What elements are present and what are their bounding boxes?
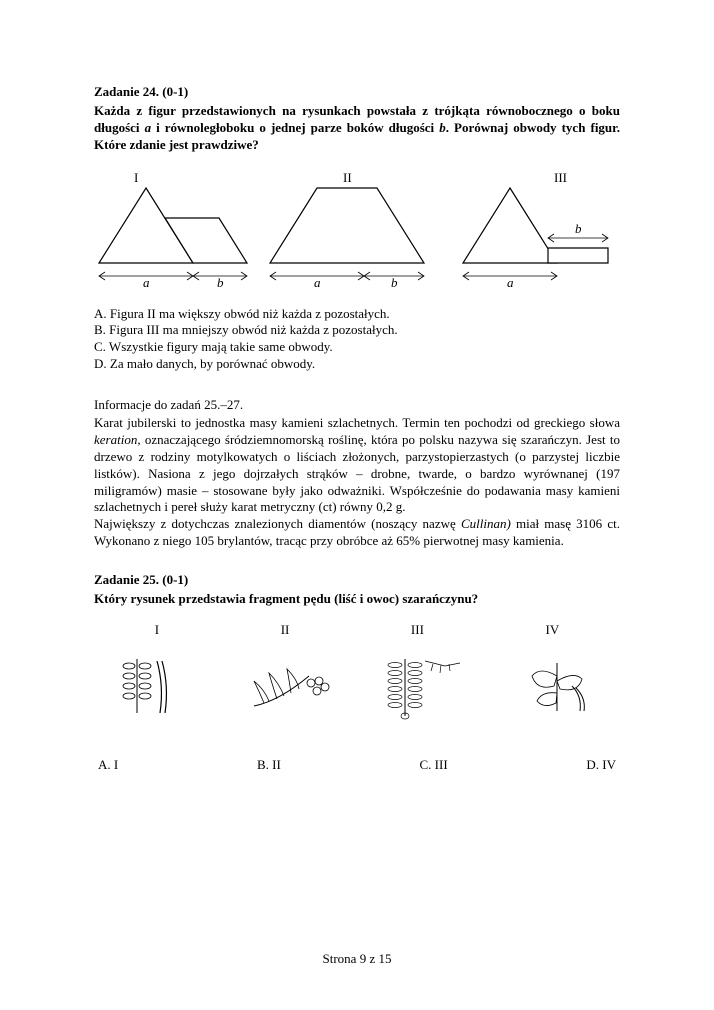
- task25-optD: D. IV: [586, 757, 616, 774]
- figure-III: III a b: [450, 168, 620, 288]
- plant-label-III: III: [411, 622, 424, 639]
- info-p1a: Karat jubilerski to jednostka masy kamie…: [94, 415, 620, 430]
- triangle-III: [463, 188, 557, 263]
- task24-optB: B. Figura III ma mniejszy obwód niż każd…: [94, 322, 620, 339]
- info-p1c: oznaczającego śródziemnomorską roślinę, …: [94, 432, 620, 515]
- task24-prompt: Każda z figur przedstawionych na rysunka…: [94, 103, 620, 154]
- rect-III: [548, 248, 608, 263]
- figure-II-svg: II a b: [265, 168, 435, 288]
- task25-optB: B. II: [257, 757, 281, 774]
- trapezoid-II: [270, 188, 424, 263]
- dim-a-III: a: [507, 275, 514, 288]
- plant-I-icon: [112, 651, 202, 721]
- info-p2b: Cullinan): [461, 516, 511, 531]
- task25-prompt: Który rysunek przedstawia fragment pędu …: [94, 591, 620, 608]
- task24-answers: A. Figura II ma większy obwód niż każda …: [94, 306, 620, 374]
- dim-b-II: b: [391, 275, 398, 288]
- plant-label-I: I: [155, 622, 159, 639]
- dim-a-I: a: [143, 275, 150, 288]
- figure-III-svg: III a b: [450, 168, 620, 288]
- task25-optA: A. I: [98, 757, 118, 774]
- plant-III-icon: [375, 651, 475, 721]
- plants-row: [94, 651, 620, 721]
- dim-a-II: a: [314, 275, 321, 288]
- task25-optC: C. III: [420, 757, 448, 774]
- plant-labels-row: I II III IV: [94, 622, 620, 639]
- plant-label-IV: IV: [545, 622, 559, 639]
- task24-header: Zadanie 24. (0-1): [94, 84, 620, 101]
- fig-III-label: III: [554, 170, 567, 185]
- dim-b-III: b: [575, 221, 582, 236]
- plant-label-II: II: [281, 622, 290, 639]
- task24-optD: D. Za mało danych, by porównać obwody.: [94, 356, 620, 373]
- info-title: Informacje do zadań 25.–27.: [94, 397, 620, 414]
- fig-I-label: I: [134, 170, 138, 185]
- task24-optC: C. Wszystkie figury mają takie same obwo…: [94, 339, 620, 356]
- task25-header: Zadanie 25. (0-1): [94, 572, 620, 589]
- fig-II-label: II: [343, 170, 352, 185]
- dim-b-I: b: [217, 275, 224, 288]
- task25-options: A. I B. II C. III D. IV: [94, 757, 620, 774]
- info-passage: Karat jubilerski to jednostka masy kamie…: [94, 415, 620, 550]
- figure-I: I a b: [94, 168, 249, 288]
- task24-optA: A. Figura II ma większy obwód niż każda …: [94, 306, 620, 323]
- figure-I-svg: I a b: [94, 168, 249, 288]
- page-number: Strona 9 z 15: [0, 951, 714, 968]
- t24p2: i równoległoboku o jednej parze boków dł…: [151, 120, 439, 135]
- plant-IV-icon: [512, 651, 602, 721]
- task24-figures: I a b II a b III: [94, 168, 620, 288]
- info-p2a: Największy z dotychczas znalezionych dia…: [94, 516, 461, 531]
- plant-II-icon: [239, 651, 339, 721]
- info-p1b: keration,: [94, 432, 141, 447]
- figure-II: II a b: [265, 168, 435, 288]
